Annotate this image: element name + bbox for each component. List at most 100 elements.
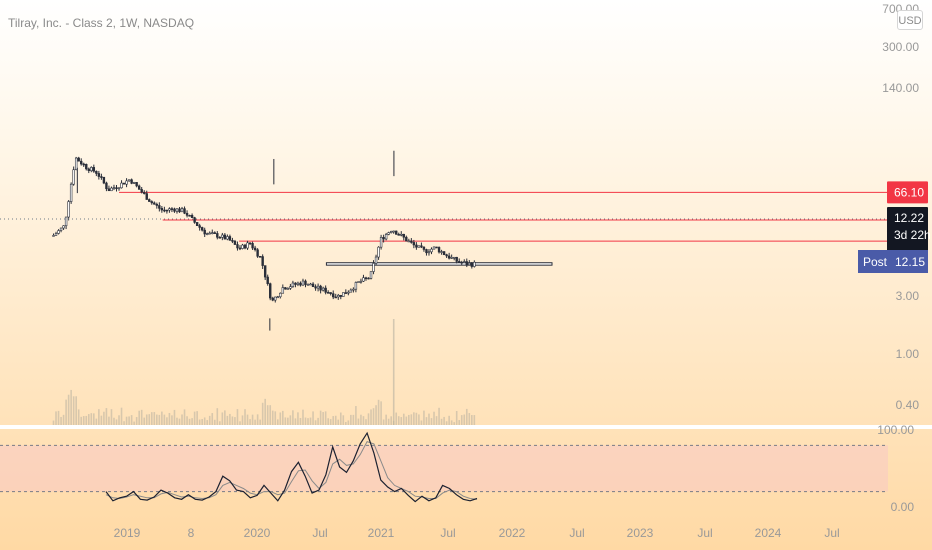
candle[interactable] xyxy=(342,292,345,297)
candle[interactable] xyxy=(251,241,254,251)
candle[interactable] xyxy=(195,222,199,226)
candle[interactable] xyxy=(400,231,403,237)
candle[interactable] xyxy=(455,256,458,264)
candle[interactable] xyxy=(440,249,443,255)
candle[interactable] xyxy=(337,293,340,300)
candle[interactable] xyxy=(110,186,113,192)
candle[interactable] xyxy=(407,238,411,243)
candle[interactable] xyxy=(465,258,468,268)
candle[interactable] xyxy=(470,261,474,269)
candle[interactable] xyxy=(67,200,70,221)
candle[interactable] xyxy=(253,245,257,252)
candle[interactable] xyxy=(148,198,151,202)
candle[interactable] xyxy=(160,206,164,213)
candle[interactable] xyxy=(102,176,106,185)
candle[interactable] xyxy=(115,185,118,192)
candle[interactable] xyxy=(276,295,279,299)
candle[interactable] xyxy=(306,283,310,286)
candle[interactable] xyxy=(216,231,219,240)
candle[interactable] xyxy=(468,260,471,266)
candle[interactable] xyxy=(410,238,413,244)
candle[interactable] xyxy=(261,254,264,269)
candle[interactable] xyxy=(150,200,153,205)
candle[interactable] xyxy=(153,201,156,205)
candle[interactable] xyxy=(316,283,320,292)
candle[interactable] xyxy=(135,182,138,188)
candle[interactable] xyxy=(213,231,216,234)
candle[interactable] xyxy=(92,164,96,173)
candle[interactable] xyxy=(357,281,360,283)
candle[interactable] xyxy=(208,231,211,235)
candle[interactable] xyxy=(354,281,358,293)
candle[interactable] xyxy=(301,278,305,286)
candle[interactable] xyxy=(311,282,315,288)
candle[interactable] xyxy=(168,207,171,213)
candle[interactable] xyxy=(64,216,68,230)
candle[interactable] xyxy=(387,231,390,236)
candle[interactable] xyxy=(274,296,277,303)
level-price-tag[interactable]: 66.10 xyxy=(887,181,928,204)
candle[interactable] xyxy=(125,178,128,188)
candle[interactable] xyxy=(422,246,426,252)
candle[interactable] xyxy=(228,234,232,241)
candle[interactable] xyxy=(77,156,80,162)
candle[interactable] xyxy=(248,242,252,246)
candle[interactable] xyxy=(271,296,274,302)
candle[interactable] xyxy=(87,167,90,174)
candle[interactable] xyxy=(231,237,234,244)
candle[interactable] xyxy=(372,260,375,275)
candle[interactable] xyxy=(221,232,224,241)
candle[interactable] xyxy=(74,156,78,171)
candle[interactable] xyxy=(132,181,136,184)
candle[interactable] xyxy=(143,190,146,195)
candle[interactable] xyxy=(57,229,60,235)
candle[interactable] xyxy=(405,235,408,242)
candle[interactable] xyxy=(460,260,463,266)
candle[interactable] xyxy=(198,223,201,231)
candle[interactable] xyxy=(175,208,179,214)
candle[interactable] xyxy=(450,254,453,259)
candle[interactable] xyxy=(463,259,466,263)
candle[interactable] xyxy=(243,243,247,250)
candle[interactable] xyxy=(417,245,421,248)
candle[interactable] xyxy=(286,287,290,290)
candle[interactable] xyxy=(155,202,159,209)
candle[interactable] xyxy=(185,210,189,218)
candle[interactable] xyxy=(402,233,405,241)
candle[interactable] xyxy=(122,182,126,185)
candle[interactable] xyxy=(203,227,206,238)
candle[interactable] xyxy=(112,184,116,191)
candle[interactable] xyxy=(100,173,103,180)
currency-badge[interactable]: USD xyxy=(897,10,923,30)
candle[interactable] xyxy=(59,227,63,233)
candle[interactable] xyxy=(304,279,307,288)
candle[interactable] xyxy=(183,206,186,215)
candle[interactable] xyxy=(180,206,184,213)
candle[interactable] xyxy=(266,274,269,286)
candle[interactable] xyxy=(367,277,370,280)
candle[interactable] xyxy=(82,162,85,167)
candle[interactable] xyxy=(319,284,322,294)
candle[interactable] xyxy=(309,282,312,286)
candle[interactable] xyxy=(458,258,461,263)
candle[interactable] xyxy=(236,241,239,251)
candle[interactable] xyxy=(359,278,363,284)
candle[interactable] xyxy=(384,232,388,241)
candle[interactable] xyxy=(377,246,380,260)
candle[interactable] xyxy=(294,282,297,288)
candle[interactable] xyxy=(90,166,93,173)
candle[interactable] xyxy=(289,283,292,290)
candle[interactable] xyxy=(299,281,302,287)
candle[interactable] xyxy=(140,187,143,194)
candle[interactable] xyxy=(246,240,249,250)
candle[interactable] xyxy=(364,276,368,281)
candle[interactable] xyxy=(334,293,337,299)
candle[interactable] xyxy=(170,207,174,213)
candle[interactable] xyxy=(72,166,75,186)
candle[interactable] xyxy=(447,252,451,260)
candle[interactable] xyxy=(324,285,327,295)
candle[interactable] xyxy=(178,207,181,213)
candle[interactable] xyxy=(256,248,259,258)
candle[interactable] xyxy=(206,232,209,236)
